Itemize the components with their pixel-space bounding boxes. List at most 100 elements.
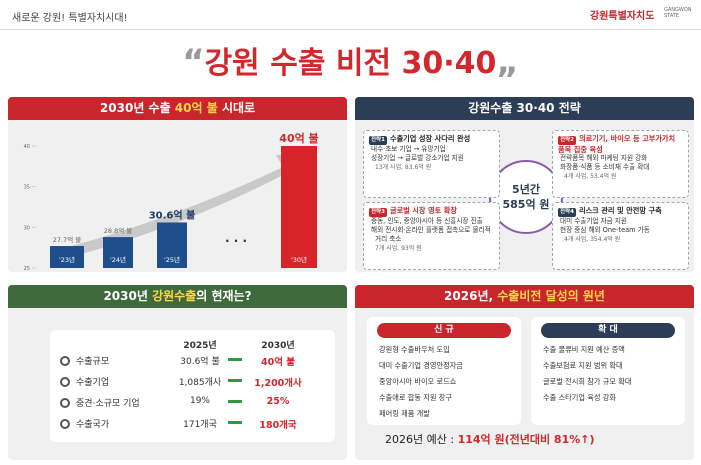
panel-header: 2026년, 수출비전 달성의 원년 <box>355 285 694 308</box>
strategy-point: 화장품·식품 등 소비재 수출 확대 <box>560 163 650 171</box>
plan-panel: 2026년, 수출비전 달성의 원년 2026년 예산 : 114억 원(전년대… <box>355 285 694 460</box>
row-icon <box>60 419 70 429</box>
growth-arrow <box>68 155 308 257</box>
strategy-point: 내수·초보 기업 → 유망기업 <box>371 145 446 153</box>
bar <box>157 222 187 268</box>
budget: 2026년 예산 : 114억 원(전년대비 81%↑) <box>385 431 595 447</box>
value-2025: 1,085개사 <box>178 378 222 388</box>
budget-value: 114억 원(전년대비 81%↑) <box>457 433 595 446</box>
strategy-tag: 전략1 <box>369 136 387 145</box>
strategy-point: 대미 수출기업 자금 지원 <box>560 217 627 225</box>
budget-label: 2026년 예산 : <box>385 433 458 446</box>
main-title: “강원 수출 비전 30·40„ <box>182 42 519 82</box>
arrow <box>228 358 242 361</box>
center-text: 585억 원 <box>502 198 550 211</box>
value-2030: 1,200개사 <box>254 378 302 389</box>
strategy-point: 전략품목 해외 마케팅 지원 강화 <box>560 154 648 162</box>
category-label: '30년 <box>291 255 307 264</box>
plan-item: 수출 물류비 지원 예산 증액 <box>543 345 625 354</box>
plan-item: 강원형 수출바우처 도입 <box>379 345 450 354</box>
y-tick-label: 25 <box>24 266 30 272</box>
value-2030: 180개국 <box>259 420 297 431</box>
column-header: 2025년 <box>183 341 217 351</box>
row-icon <box>60 356 70 366</box>
plan-item: 글로벌 전시회 참가 규모 확대 <box>543 377 632 386</box>
logo-en: GANGWON STATE <box>664 7 692 19</box>
y-tick-label: 40 <box>24 144 30 150</box>
row-icon <box>60 377 70 387</box>
chart: 25 30 35 40 27.7억 불 '23년 28.8억 불 '24년 30.6억 불 '25… <box>24 132 319 272</box>
plan-item: 수출애로 합동 지원 창구 <box>379 393 452 402</box>
strategy-note: 4개 사업, 354.4억 원 <box>564 236 621 243</box>
panel-header: 2030년 수출 40억 불 시대로 <box>8 97 347 120</box>
status-panel: 2030년 강원수출의 현재는? 2025년 2030년 수출규모 30.6억 불 40… <box>8 285 347 460</box>
y-tick-label: 35 <box>24 185 30 191</box>
value-2025: 19% <box>189 396 210 406</box>
bar <box>103 237 133 268</box>
strategy-tag: 전략3 <box>369 208 387 217</box>
h-text: 40억 불 <box>174 101 218 115</box>
strategy-panel: 강원수출 30·40 전략 5년간 585억 원 전략1 수출기업 성장 사다리 완… <box>355 97 694 272</box>
chart-panel: 2030년 수출 40억 불 시대로 25 30 35 40 27.7억 불 '23년 28… <box>8 97 347 272</box>
h-text: 의 현재는? <box>196 289 252 303</box>
strategy-note: 13개 사업, 83.6억 원 <box>375 164 432 171</box>
strategy-point: 성장기업 → 글로벌 강소기업 지원 <box>371 154 464 162</box>
strategy-box: 전략4 리스크 관리 및 안전망 구축 대미 수출기업 자금 지원 현장 중심 해외 … <box>552 202 689 270</box>
row-label: 수출규모 <box>76 357 110 367</box>
title-text: 강원 수출 비전 30·40 <box>204 46 497 81</box>
strategy-note: 7개 사업, 93억 원 <box>375 245 422 252</box>
slogan: 새로운 강원! 특별자치시대! <box>12 13 128 24</box>
plan-item: 중앙아시아 바이오 로드쇼 <box>379 377 457 386</box>
bar <box>50 246 84 268</box>
row-icon <box>60 398 70 408</box>
value-label: 40억 불 <box>279 132 318 145</box>
arrow <box>228 379 242 382</box>
plan-item: 수출보험료 지원 범위 확대 <box>543 361 623 370</box>
arrow <box>228 421 242 424</box>
plan-item: 페어링 제품 개발 <box>379 409 430 418</box>
top-bar: 새로운 강원! 특별자치시대! 강원특별자치도 GANGWON STATE <box>0 0 701 30</box>
center-text: 5년간 <box>512 183 540 196</box>
panel-header: 강원수출 30·40 전략 <box>355 97 694 120</box>
strategy-title: 의료기기, 바이오 등 고부가가치 품목 집중 육성 <box>558 134 676 154</box>
y-tick-label: 30 <box>24 225 30 231</box>
ellipsis: · · · <box>225 234 247 248</box>
value-2030: 25% <box>266 396 290 407</box>
strategy-title-row: 전략4 리스크 관리 및 안전망 구축 <box>558 206 683 217</box>
logo: 강원특별자치도 <box>590 11 655 22</box>
strategy-point: 현장 중심 해외 One-team 가동 <box>560 226 650 234</box>
value-label: 27.7억 불 <box>53 235 82 244</box>
h-text: 시대로 <box>217 101 256 115</box>
strategy-box: 전략2 의료기기, 바이오 등 고부가가치 품목 집중 육성 전략품목 해외 마케팅… <box>552 130 689 198</box>
row-label: 수출기업 <box>76 378 110 388</box>
value-2025: 171개국 <box>183 420 217 430</box>
value-2025: 30.6억 불 <box>180 357 220 367</box>
panel-header: 2030년 강원수출의 현재는? <box>8 285 347 308</box>
strategy-title: 수출기업 성장 사다리 완성 <box>389 134 471 143</box>
column-header: 2030년 <box>261 341 295 351</box>
strategy-title-row: 전략2 의료기기, 바이오 등 고부가가치 품목 집중 육성 <box>558 134 683 154</box>
h-text: 수출비전 달성의 원년 <box>497 289 605 303</box>
plan-header: 신 규 <box>377 323 511 338</box>
row-label: 중견·소규모 기업 <box>76 399 140 409</box>
plan-item: 수출 스타기업 육성 강화 <box>543 393 616 402</box>
strategy-tag: 전략4 <box>558 208 576 217</box>
value-label: 28.8억 불 <box>104 226 133 235</box>
strategy-tag: 전략2 <box>558 136 576 145</box>
bar <box>281 146 317 268</box>
category-label: '25년 <box>164 255 180 264</box>
plan-item: 대미 수출기업 경영안정자금 <box>379 361 463 370</box>
strategy-title: 리스크 관리 및 안전망 구축 <box>578 206 662 215</box>
h-text: 2030년 수출 <box>99 101 175 115</box>
plan-header: 확 대 <box>541 323 675 338</box>
category-label: '23년 <box>59 255 75 264</box>
strategy-note: 4개 사업, 53.4억 원 <box>564 173 617 180</box>
strategy-point: 중동, 인도, 중앙아시아 등 신흥시장 진출 <box>371 217 483 225</box>
status-table: 2025년 2030년 수출규모 30.6억 불 40억 불 수출기업 1,085개사 1,2… <box>50 330 335 442</box>
h-text: 2030년 <box>103 289 153 303</box>
strategy-point: 해외 전시회·온라인 플랫폼 접촉으로 물리적 거리 축소 <box>371 226 491 243</box>
